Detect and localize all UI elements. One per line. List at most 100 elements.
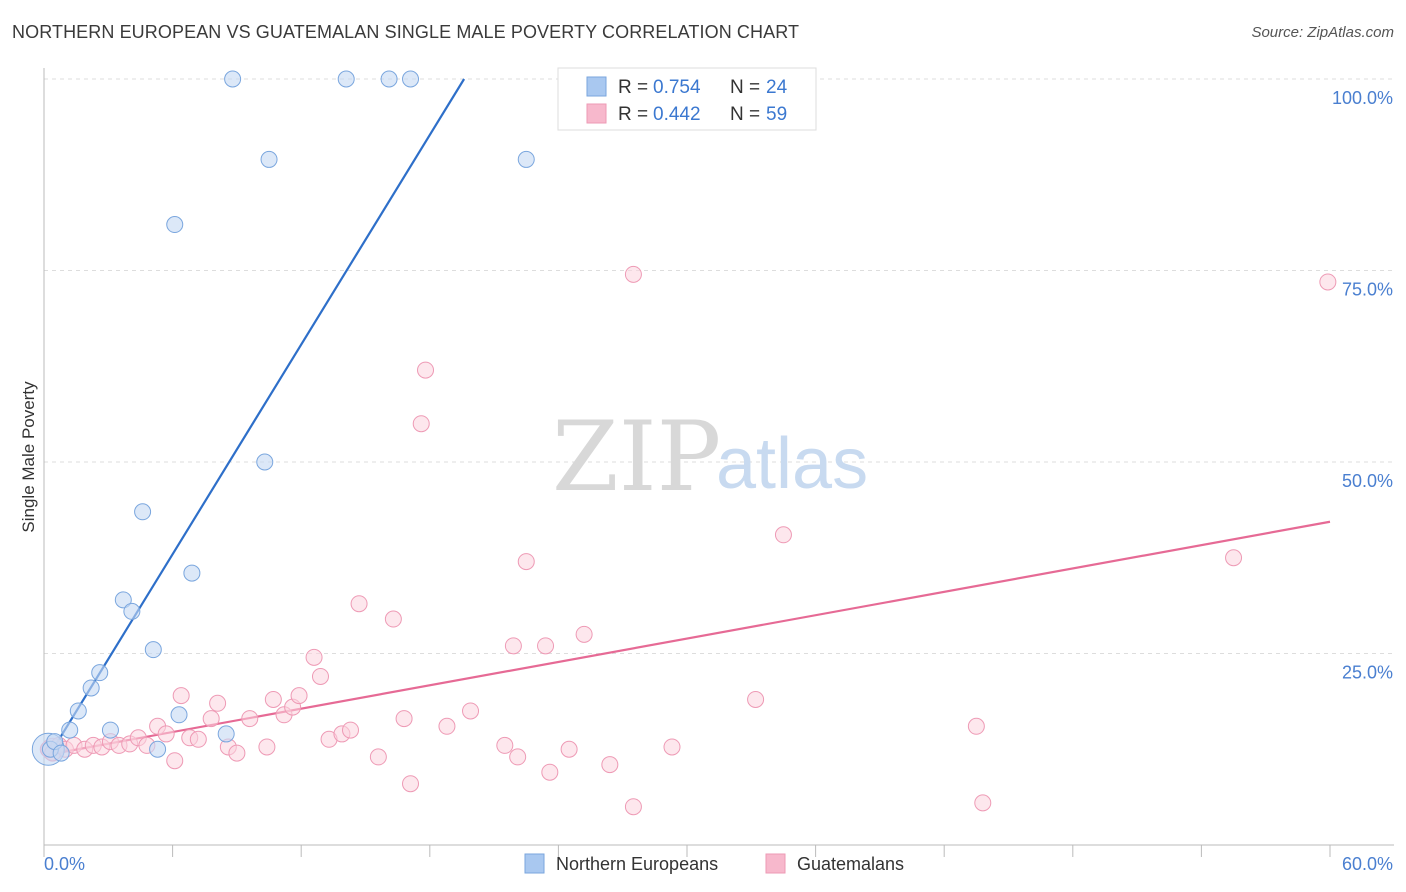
guatemalans-point xyxy=(369,748,387,766)
legend-swatch-guatemalans xyxy=(586,103,607,124)
series-legend-swatch-guatemalans xyxy=(765,853,786,874)
guatemalans-point xyxy=(412,415,430,433)
legend-swatch-northern-europeans xyxy=(586,76,607,97)
guatemalans-point xyxy=(417,361,435,379)
guatemalans-point xyxy=(241,710,259,728)
guatemalans-point xyxy=(264,690,282,708)
guatemalans-point xyxy=(258,738,276,756)
guatemalans-point xyxy=(517,553,535,571)
northern-europeans-point xyxy=(166,216,184,234)
series-legend-label-guatemalans: Guatemalans xyxy=(797,854,904,874)
grid-lines xyxy=(44,78,1394,654)
y-tick-label: 100.0% xyxy=(1332,88,1393,108)
guatemalans-point xyxy=(601,756,619,774)
guatemalans-point xyxy=(560,740,578,758)
guatemalans-trend-line xyxy=(48,520,1331,756)
guatemalans-point xyxy=(462,702,480,720)
y-tick-label: 75.0% xyxy=(1342,280,1393,300)
northern-europeans-point xyxy=(82,679,100,697)
guatemalans-point xyxy=(974,794,992,812)
guatemalans-points xyxy=(39,265,1337,816)
northern-europeans-point xyxy=(337,70,355,88)
guatemalans-point xyxy=(350,595,368,613)
guatemalans-point xyxy=(166,752,184,770)
guatemalans-point xyxy=(402,775,420,793)
guatemalans-point xyxy=(504,637,522,655)
trend-lines xyxy=(47,78,1331,758)
guatemalans-point xyxy=(774,526,792,544)
northern-europeans-point xyxy=(256,453,274,471)
guatemalans-point xyxy=(311,667,329,685)
x-tick-label-min: 0.0% xyxy=(44,854,85,874)
northern-europeans-point xyxy=(144,641,162,659)
source-label: Source: ZipAtlas.com xyxy=(1251,24,1394,41)
legend-r-label-2: R = xyxy=(618,104,648,125)
northern-europeans-point xyxy=(69,702,87,720)
axes xyxy=(43,68,1394,857)
guatemalans-point xyxy=(624,798,642,816)
guatemalans-point xyxy=(290,687,308,705)
guatemalans-point xyxy=(438,717,456,735)
northern-europeans-point xyxy=(123,602,141,620)
northern-europeans-points xyxy=(31,70,535,766)
guatemalans-point xyxy=(575,625,593,643)
chart-title: NORTHERN EUROPEAN VS GUATEMALAN SINGLE M… xyxy=(12,22,800,42)
northern-europeans-point xyxy=(260,150,278,168)
northern-europeans-point xyxy=(134,503,152,521)
guatemalans-point xyxy=(189,730,207,748)
watermark-zip: ZIP xyxy=(552,401,721,513)
tick-labels: 25.0% 50.0% 75.0% 100.0% 0.0% 60.0% xyxy=(44,88,1393,874)
guatemalans-point xyxy=(537,637,555,655)
guatemalans-point xyxy=(157,725,175,743)
y-tick-label: 50.0% xyxy=(1342,471,1393,491)
legend-r-label-1: R = xyxy=(618,77,648,98)
guatemalans-point xyxy=(1225,549,1243,567)
northern-europeans-point xyxy=(224,70,242,88)
guatemalans-point xyxy=(663,738,681,756)
series-legend: Northern Europeans Guatemalans xyxy=(524,853,904,874)
northern-europeans-point xyxy=(517,150,535,168)
series-legend-swatch-northern-europeans xyxy=(524,853,545,874)
watermark: ZIP atlas xyxy=(552,401,868,513)
legend-r-value-2: 0.442 xyxy=(653,104,701,125)
northern-europeans-point xyxy=(183,564,201,582)
northern-europeans-point xyxy=(61,721,79,739)
legend-r-value-1: 0.754 xyxy=(653,77,701,98)
guatemalans-point xyxy=(541,763,559,781)
guatemalans-point xyxy=(747,690,765,708)
guatemalans-point xyxy=(509,748,527,766)
northern-europeans-point xyxy=(101,721,119,739)
northern-europeans-point xyxy=(217,725,235,743)
northern-europeans-point xyxy=(52,744,70,762)
watermark-atlas: atlas xyxy=(716,424,868,504)
northern-europeans-trend-line xyxy=(47,78,466,758)
guatemalans-point xyxy=(624,265,642,283)
guatemalans-point xyxy=(384,610,402,628)
guatemalans-point xyxy=(341,721,359,739)
northern-europeans-point xyxy=(91,664,109,682)
guatemalans-point xyxy=(395,710,413,728)
legend-n-label-2: N = xyxy=(730,104,760,125)
y-axis-label: Single Male Poverty xyxy=(19,381,38,533)
legend-n-value-2: 59 xyxy=(766,104,787,125)
northern-europeans-point xyxy=(149,740,167,758)
northern-europeans-point xyxy=(380,70,398,88)
series-legend-label-northern-europeans: Northern Europeans xyxy=(556,854,718,874)
northern-europeans-point xyxy=(402,70,420,88)
guatemalans-point xyxy=(172,687,190,705)
northern-europeans-point xyxy=(114,591,132,609)
guatemalans-point xyxy=(228,744,246,762)
guatemalans-point xyxy=(496,736,514,754)
guatemalans-point xyxy=(305,648,323,666)
legend-n-label-1: N = xyxy=(730,77,760,98)
northern-europeans-point xyxy=(170,706,188,724)
guatemalans-point xyxy=(1319,273,1337,291)
guatemalans-point xyxy=(209,694,227,712)
guatemalans-point xyxy=(202,710,220,728)
legend-n-value-1: 24 xyxy=(766,77,788,98)
y-tick-label: 25.0% xyxy=(1342,663,1393,683)
guatemalans-point xyxy=(967,717,985,735)
x-tick-label-max: 60.0% xyxy=(1342,854,1393,874)
stats-legend: R = 0.754 N = 24 R = 0.442 N = 59 xyxy=(557,67,817,131)
